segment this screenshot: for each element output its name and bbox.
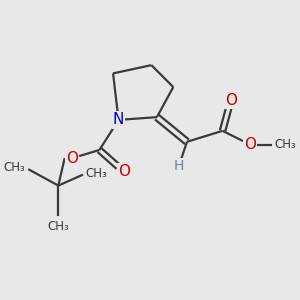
Text: CH₃: CH₃ — [274, 138, 296, 151]
Text: O: O — [244, 137, 256, 152]
Text: CH₃: CH₃ — [86, 167, 107, 180]
Text: O: O — [118, 164, 130, 179]
Text: CH₃: CH₃ — [4, 161, 26, 174]
Text: O: O — [225, 93, 237, 108]
Text: O: O — [66, 151, 78, 166]
Text: N: N — [113, 112, 124, 128]
Text: CH₃: CH₃ — [47, 220, 69, 233]
Text: H: H — [174, 159, 184, 173]
